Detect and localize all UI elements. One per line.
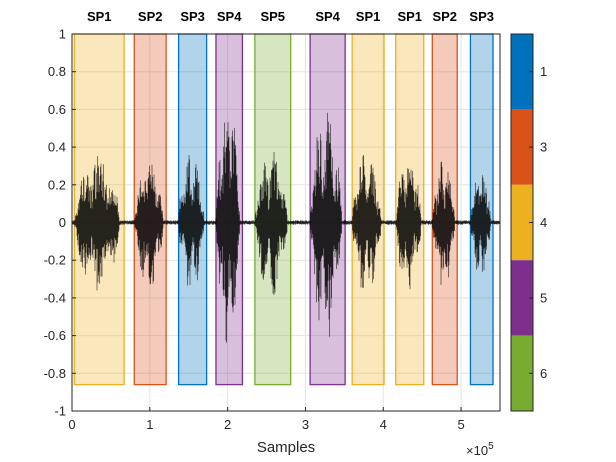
colorbar-swatch-5 [511, 260, 533, 336]
colorbar-label-3: 3 [540, 140, 547, 155]
segment-10-label: SP3 [469, 9, 494, 24]
y-tick-label: 0.4 [48, 140, 66, 155]
x-tick-label: 4 [380, 417, 387, 432]
x-tick-label: 2 [224, 417, 231, 432]
y-tick-label: 1 [59, 27, 66, 42]
x-axis-exponent: ×105 [466, 441, 494, 458]
colorbar-label-5: 5 [540, 290, 547, 305]
y-tick-label: -0.2 [44, 253, 66, 268]
segment-9-label: SP2 [432, 9, 457, 24]
segment-3-label: SP3 [180, 9, 205, 24]
x-tick-label: 1 [146, 417, 153, 432]
segment-1-label: SP1 [87, 9, 112, 24]
colorbar-label-1: 1 [540, 64, 547, 79]
colorbar-frame [510, 33, 534, 412]
x-axis-exponent-power: 5 [488, 441, 494, 452]
segment-7-label: SP1 [356, 9, 381, 24]
y-tick-label: -1 [54, 404, 66, 419]
x-tick-label: 5 [457, 417, 464, 432]
segment-4-label: SP4 [217, 9, 242, 24]
axis-ticks: 0 1 2 3 4 5 1 0.8 0.6 0.4 0.2 0 -0.2 -0.4 -0.6 -0.8 -1 [44, 27, 465, 433]
y-tick-label: 0.6 [48, 102, 66, 117]
segment-6-label: SP4 [315, 9, 340, 24]
grid [71, 33, 500, 412]
segment-2-label: SP2 [138, 9, 163, 24]
y-tick-label: 0 [59, 215, 66, 230]
colorbar-swatch-1 [511, 34, 533, 110]
colorbar-label-4: 4 [540, 215, 547, 230]
x-tick-label: 3 [302, 417, 309, 432]
y-tick-label: 0.8 [48, 64, 66, 79]
colorbar-swatch-3 [511, 109, 533, 185]
x-tick-label: 0 [68, 417, 75, 432]
x-axis-exponent-base: ×10 [466, 443, 488, 458]
colorbar-label-6: 6 [540, 366, 547, 381]
y-tick-label: -0.6 [44, 328, 66, 343]
colorbar-swatch-6 [511, 335, 533, 411]
y-tick-label: -0.4 [44, 290, 66, 305]
y-tick-label: -0.8 [44, 366, 66, 381]
segment-8-label: SP1 [397, 9, 422, 24]
segment-labels: SP1 SP2 SP3 SP4 SP5 SP4 SP1 SP1 SP2 SP3 [87, 9, 494, 24]
colorbar: 1 3 4 5 6 [510, 33, 547, 412]
colorbar-swatch-4 [511, 184, 533, 261]
y-tick-label: 0.2 [48, 177, 66, 192]
segment-5-label: SP5 [260, 9, 285, 24]
x-axis-label: Samples [257, 439, 315, 456]
